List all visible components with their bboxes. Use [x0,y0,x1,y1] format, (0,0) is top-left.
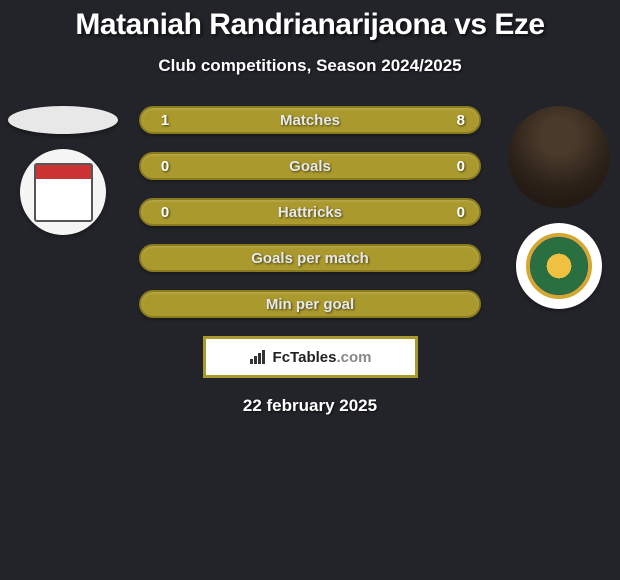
comparison-card: Mataniah Randrianarijaona vs Eze Club co… [0,0,620,416]
stat-row-matches: 1 Matches 8 [139,106,481,134]
brand-text: FcTables.com [273,349,372,366]
player-avatar-right [508,106,610,208]
stat-label: Goals per match [251,250,369,267]
club-logo-left [20,149,106,235]
stat-row-hattricks: 0 Hattricks 0 [139,198,481,226]
page-title: Mataniah Randrianarijaona vs Eze [75,8,544,42]
club-logo-right [516,223,602,309]
brand-suffix: com [341,349,372,366]
stat-left-value: 1 [155,112,175,129]
right-column [508,106,610,309]
stat-right-value: 0 [445,204,465,221]
brand-main: Tables [290,349,336,366]
chart-icon [249,349,267,365]
content-row: 1 Matches 8 0 Goals 0 0 Hattricks 0 Goal… [0,106,620,318]
player-avatar-left [8,106,118,134]
stat-right-value: 8 [445,112,465,129]
stat-left-value: 0 [155,204,175,221]
brand-prefix: Fc [273,349,291,366]
subtitle: Club competitions, Season 2024/2025 [158,56,461,76]
stat-row-goals: 0 Goals 0 [139,152,481,180]
stat-right-value: 0 [445,158,465,175]
date-label: 22 february 2025 [243,396,377,416]
left-column [8,106,118,235]
stat-label: Min per goal [266,296,354,313]
stat-label: Hattricks [278,204,342,221]
stats-list: 1 Matches 8 0 Goals 0 0 Hattricks 0 Goal… [139,106,481,318]
stat-label: Goals [289,158,331,175]
stat-left-value: 0 [155,158,175,175]
branding-box[interactable]: FcTables.com [203,336,418,378]
stat-row-min-per-goal: Min per goal [139,290,481,318]
stat-label: Matches [280,112,340,129]
stat-row-goals-per-match: Goals per match [139,244,481,272]
